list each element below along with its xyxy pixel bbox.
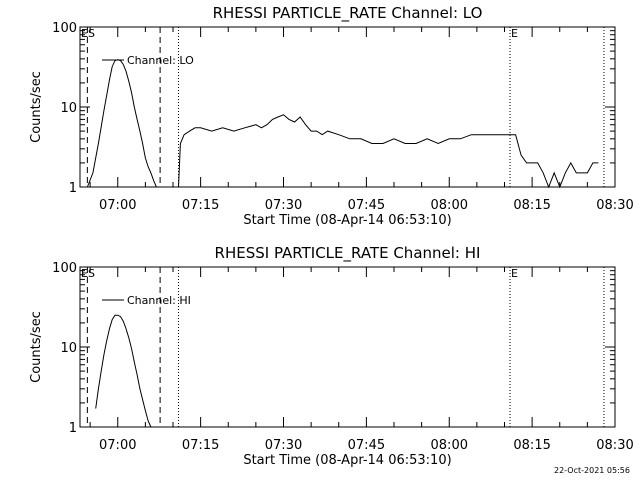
y-tick-label: 100 <box>52 21 77 36</box>
series-line <box>95 314 152 428</box>
x-tick-label: 08:30 <box>596 438 633 453</box>
legend-label: Channel: LO <box>127 54 194 67</box>
x-tick-label: 07:45 <box>348 198 385 213</box>
y-tick-label: 10 <box>60 101 77 116</box>
x-tick-label: 07:45 <box>348 438 385 453</box>
legend-label: Channel: HI <box>127 294 191 307</box>
x-tick-label: 08:30 <box>596 198 633 213</box>
y-tick-label: 1 <box>69 181 77 196</box>
chart-title: RHESSI PARTICLE_RATE Channel: HI <box>215 244 481 263</box>
chart-title: RHESSI PARTICLE_RATE Channel: LO <box>213 4 483 23</box>
x-axis-label: Start Time (08-Apr-14 06:53:10) <box>243 453 451 468</box>
marker-label: E <box>511 267 518 280</box>
y-axis-label: Counts/sec <box>29 71 44 143</box>
y-tick-label: 1 <box>69 421 77 436</box>
marker-label: E <box>511 27 518 40</box>
x-tick-label: 07:30 <box>265 438 302 453</box>
series-line <box>86 59 599 189</box>
x-tick-label: 08:15 <box>513 438 550 453</box>
x-tick-label: 07:15 <box>182 438 219 453</box>
x-tick-label: 08:15 <box>513 198 550 213</box>
y-tick-label: 100 <box>52 261 77 276</box>
x-tick-label: 08:00 <box>431 198 468 213</box>
x-tick-label: 07:00 <box>99 198 136 213</box>
x-tick-label: 08:00 <box>431 438 468 453</box>
x-tick-label: 07:30 <box>265 198 302 213</box>
x-tick-label: 07:15 <box>182 198 219 213</box>
marker-label: ES <box>81 27 95 40</box>
marker-label: ES <box>81 267 95 280</box>
y-axis-label: Counts/sec <box>29 311 44 383</box>
y-tick-label: 10 <box>60 341 77 356</box>
generation-timestamp: 22-Oct-2021 05:56 <box>554 466 630 475</box>
x-axis-label: Start Time (08-Apr-14 06:53:10) <box>243 213 451 228</box>
x-tick-label: 07:00 <box>99 438 136 453</box>
